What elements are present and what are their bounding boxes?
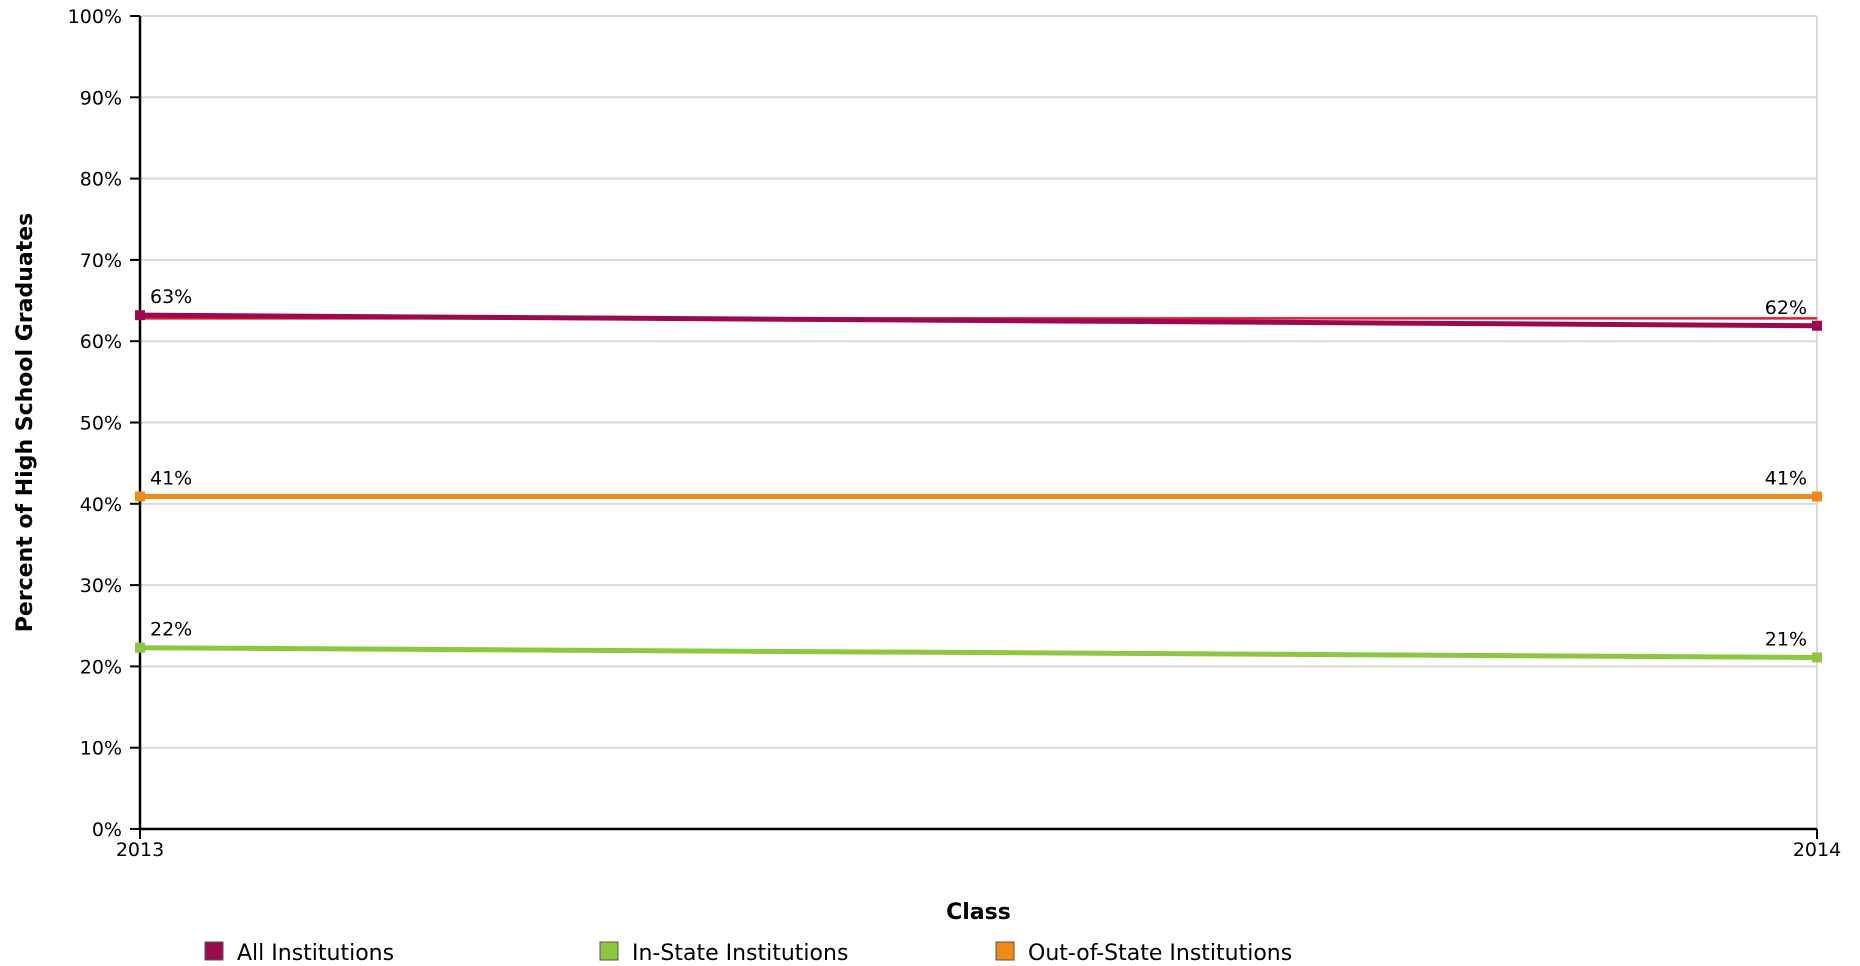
legend-item: In-State Institutions	[599, 941, 848, 966]
data-point	[1812, 320, 1822, 331]
legend: All Institutions In-State Institutions Out…	[204, 941, 1292, 966]
legend-item: All Institutions	[204, 941, 394, 966]
y-tick-label: 0%	[92, 819, 122, 841]
legend-item: Out-of-State Institutions	[995, 941, 1292, 966]
data-point	[1812, 491, 1822, 502]
x-tick-label: 2014	[1793, 839, 1841, 861]
data-label: 62%	[1765, 297, 1807, 319]
data-point	[135, 491, 145, 502]
legend-swatch	[995, 941, 1015, 961]
legend-swatch	[599, 941, 619, 961]
y-tick-label: 60%	[80, 331, 122, 353]
x-axis-ticks: 2013 2014	[116, 829, 1841, 861]
y-tick-label: 20%	[80, 656, 122, 678]
y-tick-label: 70%	[80, 250, 122, 272]
data-point	[135, 310, 145, 321]
y-tick-label: 80%	[80, 169, 122, 191]
data-label: 63%	[150, 286, 192, 308]
data-label: 41%	[150, 467, 192, 489]
legend-label: In-State Institutions	[632, 941, 848, 966]
data-labels: 63% 62% 22% 21% 41% 41%	[150, 286, 1807, 650]
series-lines	[135, 310, 1822, 663]
y-tick-label: 10%	[80, 738, 122, 760]
x-axis-title: Class	[946, 900, 1011, 925]
y-tick-label: 40%	[80, 494, 122, 516]
x-tick-label: 2013	[116, 839, 164, 861]
data-label: 22%	[150, 619, 192, 641]
legend-swatch	[204, 941, 224, 961]
y-axis-title: Percent of High School Graduates	[13, 213, 38, 633]
y-tick-label: 90%	[80, 87, 122, 109]
y-axis-ticks: 0% 10% 20% 30% 40% 50% 60% 70% 80% 90% 100%	[68, 6, 140, 841]
series-line	[139, 312, 1818, 329]
data-point	[1812, 652, 1822, 663]
data-label: 41%	[1765, 467, 1807, 489]
y-tick-label: 50%	[80, 413, 122, 435]
series-line	[139, 645, 1818, 660]
y-tick-label: 30%	[80, 575, 122, 597]
data-point	[135, 642, 145, 653]
axes	[138, 16, 1817, 831]
legend-label: Out-of-State Institutions	[1028, 941, 1292, 966]
grid-lines	[140, 15, 1818, 829]
legend-label: All Institutions	[237, 941, 394, 966]
data-label: 21%	[1765, 628, 1807, 650]
y-tick-label: 100%	[68, 6, 122, 28]
